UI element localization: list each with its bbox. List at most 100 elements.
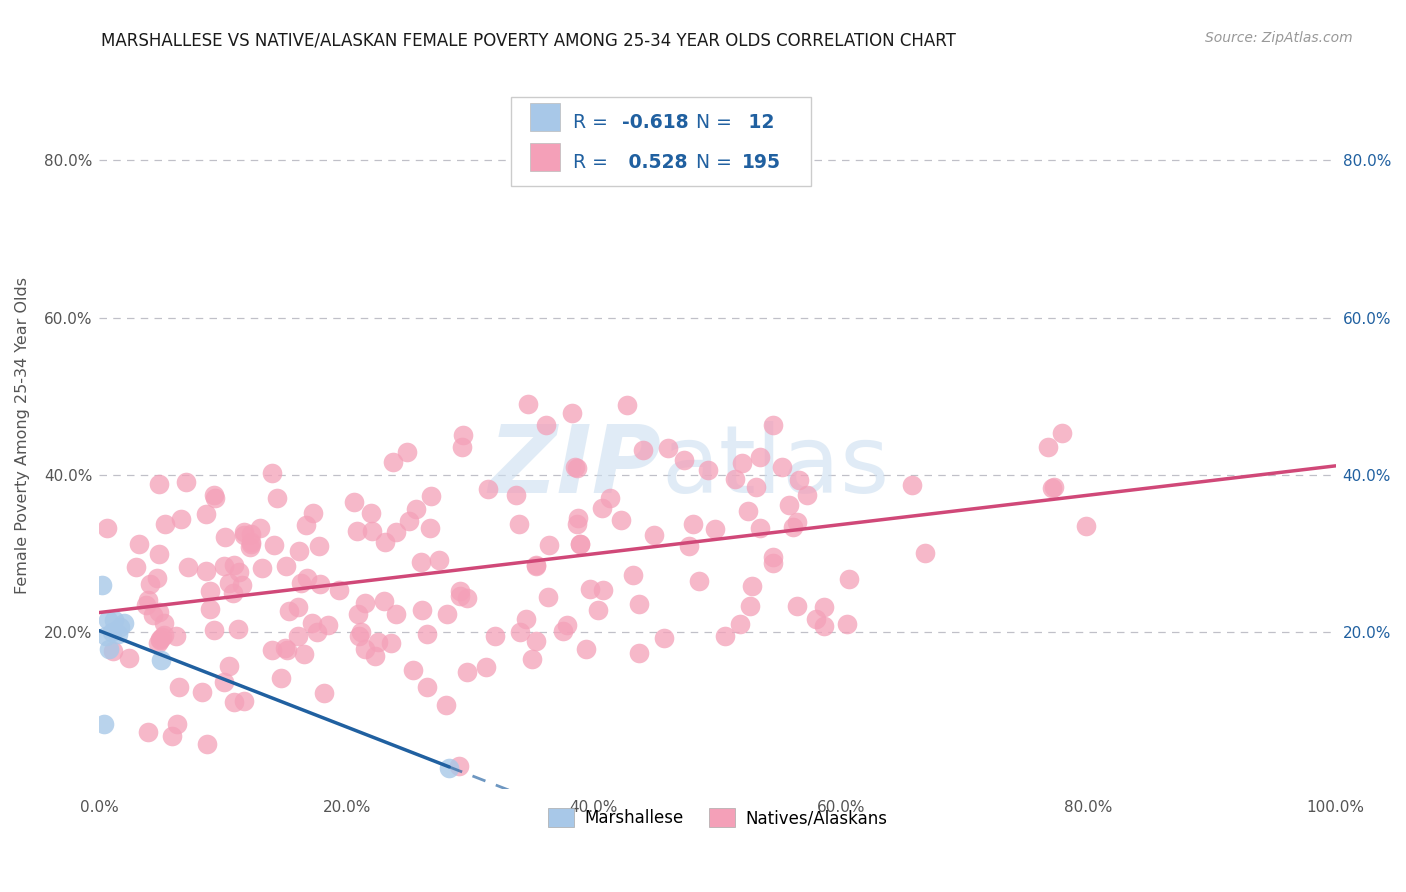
Point bbox=[278, 604, 301, 618]
Point bbox=[93, 717, 115, 731]
Point bbox=[202, 623, 225, 637]
Point bbox=[360, 506, 382, 520]
Point bbox=[786, 599, 808, 614]
Point bbox=[555, 618, 578, 632]
Point bbox=[561, 406, 583, 420]
Point bbox=[270, 671, 292, 685]
Point bbox=[328, 583, 350, 598]
Legend: Marshallese, Natives/Alaskans: Marshallese, Natives/Alaskans bbox=[541, 801, 894, 834]
Point bbox=[1043, 480, 1066, 494]
Point bbox=[347, 629, 370, 643]
Point bbox=[252, 561, 274, 575]
Point bbox=[1050, 426, 1073, 441]
Point bbox=[1074, 518, 1097, 533]
Point bbox=[125, 560, 148, 574]
Point bbox=[762, 549, 785, 564]
Point bbox=[240, 537, 263, 551]
Point bbox=[398, 514, 420, 528]
Point bbox=[568, 537, 591, 551]
Point bbox=[382, 455, 405, 469]
Point bbox=[524, 634, 547, 648]
Point bbox=[599, 491, 621, 505]
Point bbox=[437, 761, 460, 775]
Point bbox=[567, 511, 589, 525]
Text: 12: 12 bbox=[742, 113, 775, 132]
Point bbox=[191, 684, 214, 698]
Point bbox=[419, 521, 441, 535]
Point bbox=[101, 644, 124, 658]
Point bbox=[411, 603, 433, 617]
Point bbox=[231, 578, 253, 592]
Point bbox=[450, 441, 472, 455]
Point bbox=[586, 603, 609, 617]
Point bbox=[610, 513, 633, 527]
Point bbox=[354, 641, 377, 656]
Point bbox=[380, 636, 402, 650]
Point bbox=[239, 540, 262, 554]
Point bbox=[688, 574, 710, 589]
Point bbox=[194, 564, 217, 578]
Point bbox=[745, 480, 768, 494]
Point bbox=[226, 622, 249, 636]
Point bbox=[804, 612, 827, 626]
Point bbox=[515, 612, 537, 626]
Point bbox=[150, 631, 173, 645]
Point bbox=[100, 625, 122, 640]
Point bbox=[214, 530, 236, 544]
Point bbox=[704, 522, 727, 536]
Text: Source: ZipAtlas.com: Source: ZipAtlas.com bbox=[1205, 31, 1353, 45]
Point bbox=[813, 619, 835, 633]
Text: 195: 195 bbox=[742, 153, 782, 171]
Point bbox=[135, 599, 157, 613]
Point bbox=[177, 559, 200, 574]
Point bbox=[416, 626, 439, 640]
Point bbox=[212, 675, 235, 690]
Point bbox=[631, 443, 654, 458]
Point bbox=[224, 558, 246, 573]
Point bbox=[290, 576, 312, 591]
Point bbox=[900, 477, 922, 491]
Point bbox=[402, 664, 425, 678]
Point bbox=[354, 596, 377, 610]
Point bbox=[411, 556, 433, 570]
Point bbox=[198, 583, 221, 598]
Point bbox=[94, 629, 117, 643]
Point bbox=[292, 648, 315, 662]
Text: -0.618: -0.618 bbox=[623, 113, 689, 132]
Point bbox=[287, 630, 309, 644]
Point bbox=[627, 646, 650, 660]
Point bbox=[434, 698, 457, 712]
Point bbox=[128, 537, 150, 551]
Point bbox=[316, 618, 339, 632]
Point bbox=[274, 558, 297, 573]
Point bbox=[738, 599, 761, 613]
Point bbox=[475, 659, 498, 673]
Point bbox=[731, 456, 754, 470]
Point bbox=[228, 565, 250, 579]
Point bbox=[152, 628, 174, 642]
Point bbox=[579, 582, 602, 596]
Point bbox=[260, 466, 283, 480]
Point bbox=[786, 516, 808, 530]
Point bbox=[167, 680, 190, 694]
Point bbox=[748, 450, 770, 465]
Point bbox=[591, 501, 613, 516]
Point bbox=[233, 528, 256, 542]
Point bbox=[616, 398, 638, 412]
Point bbox=[346, 524, 368, 538]
Point bbox=[343, 495, 366, 509]
Point bbox=[233, 524, 256, 539]
Point bbox=[678, 539, 700, 553]
Point bbox=[682, 516, 704, 531]
Point bbox=[150, 652, 173, 666]
Point bbox=[149, 632, 172, 647]
Point bbox=[222, 586, 245, 600]
Point bbox=[350, 624, 373, 639]
Point bbox=[796, 488, 818, 502]
Text: R =: R = bbox=[572, 113, 613, 132]
Point bbox=[263, 538, 285, 552]
Point bbox=[347, 607, 370, 621]
Point bbox=[449, 583, 471, 598]
Point bbox=[427, 553, 450, 567]
Point bbox=[301, 507, 323, 521]
